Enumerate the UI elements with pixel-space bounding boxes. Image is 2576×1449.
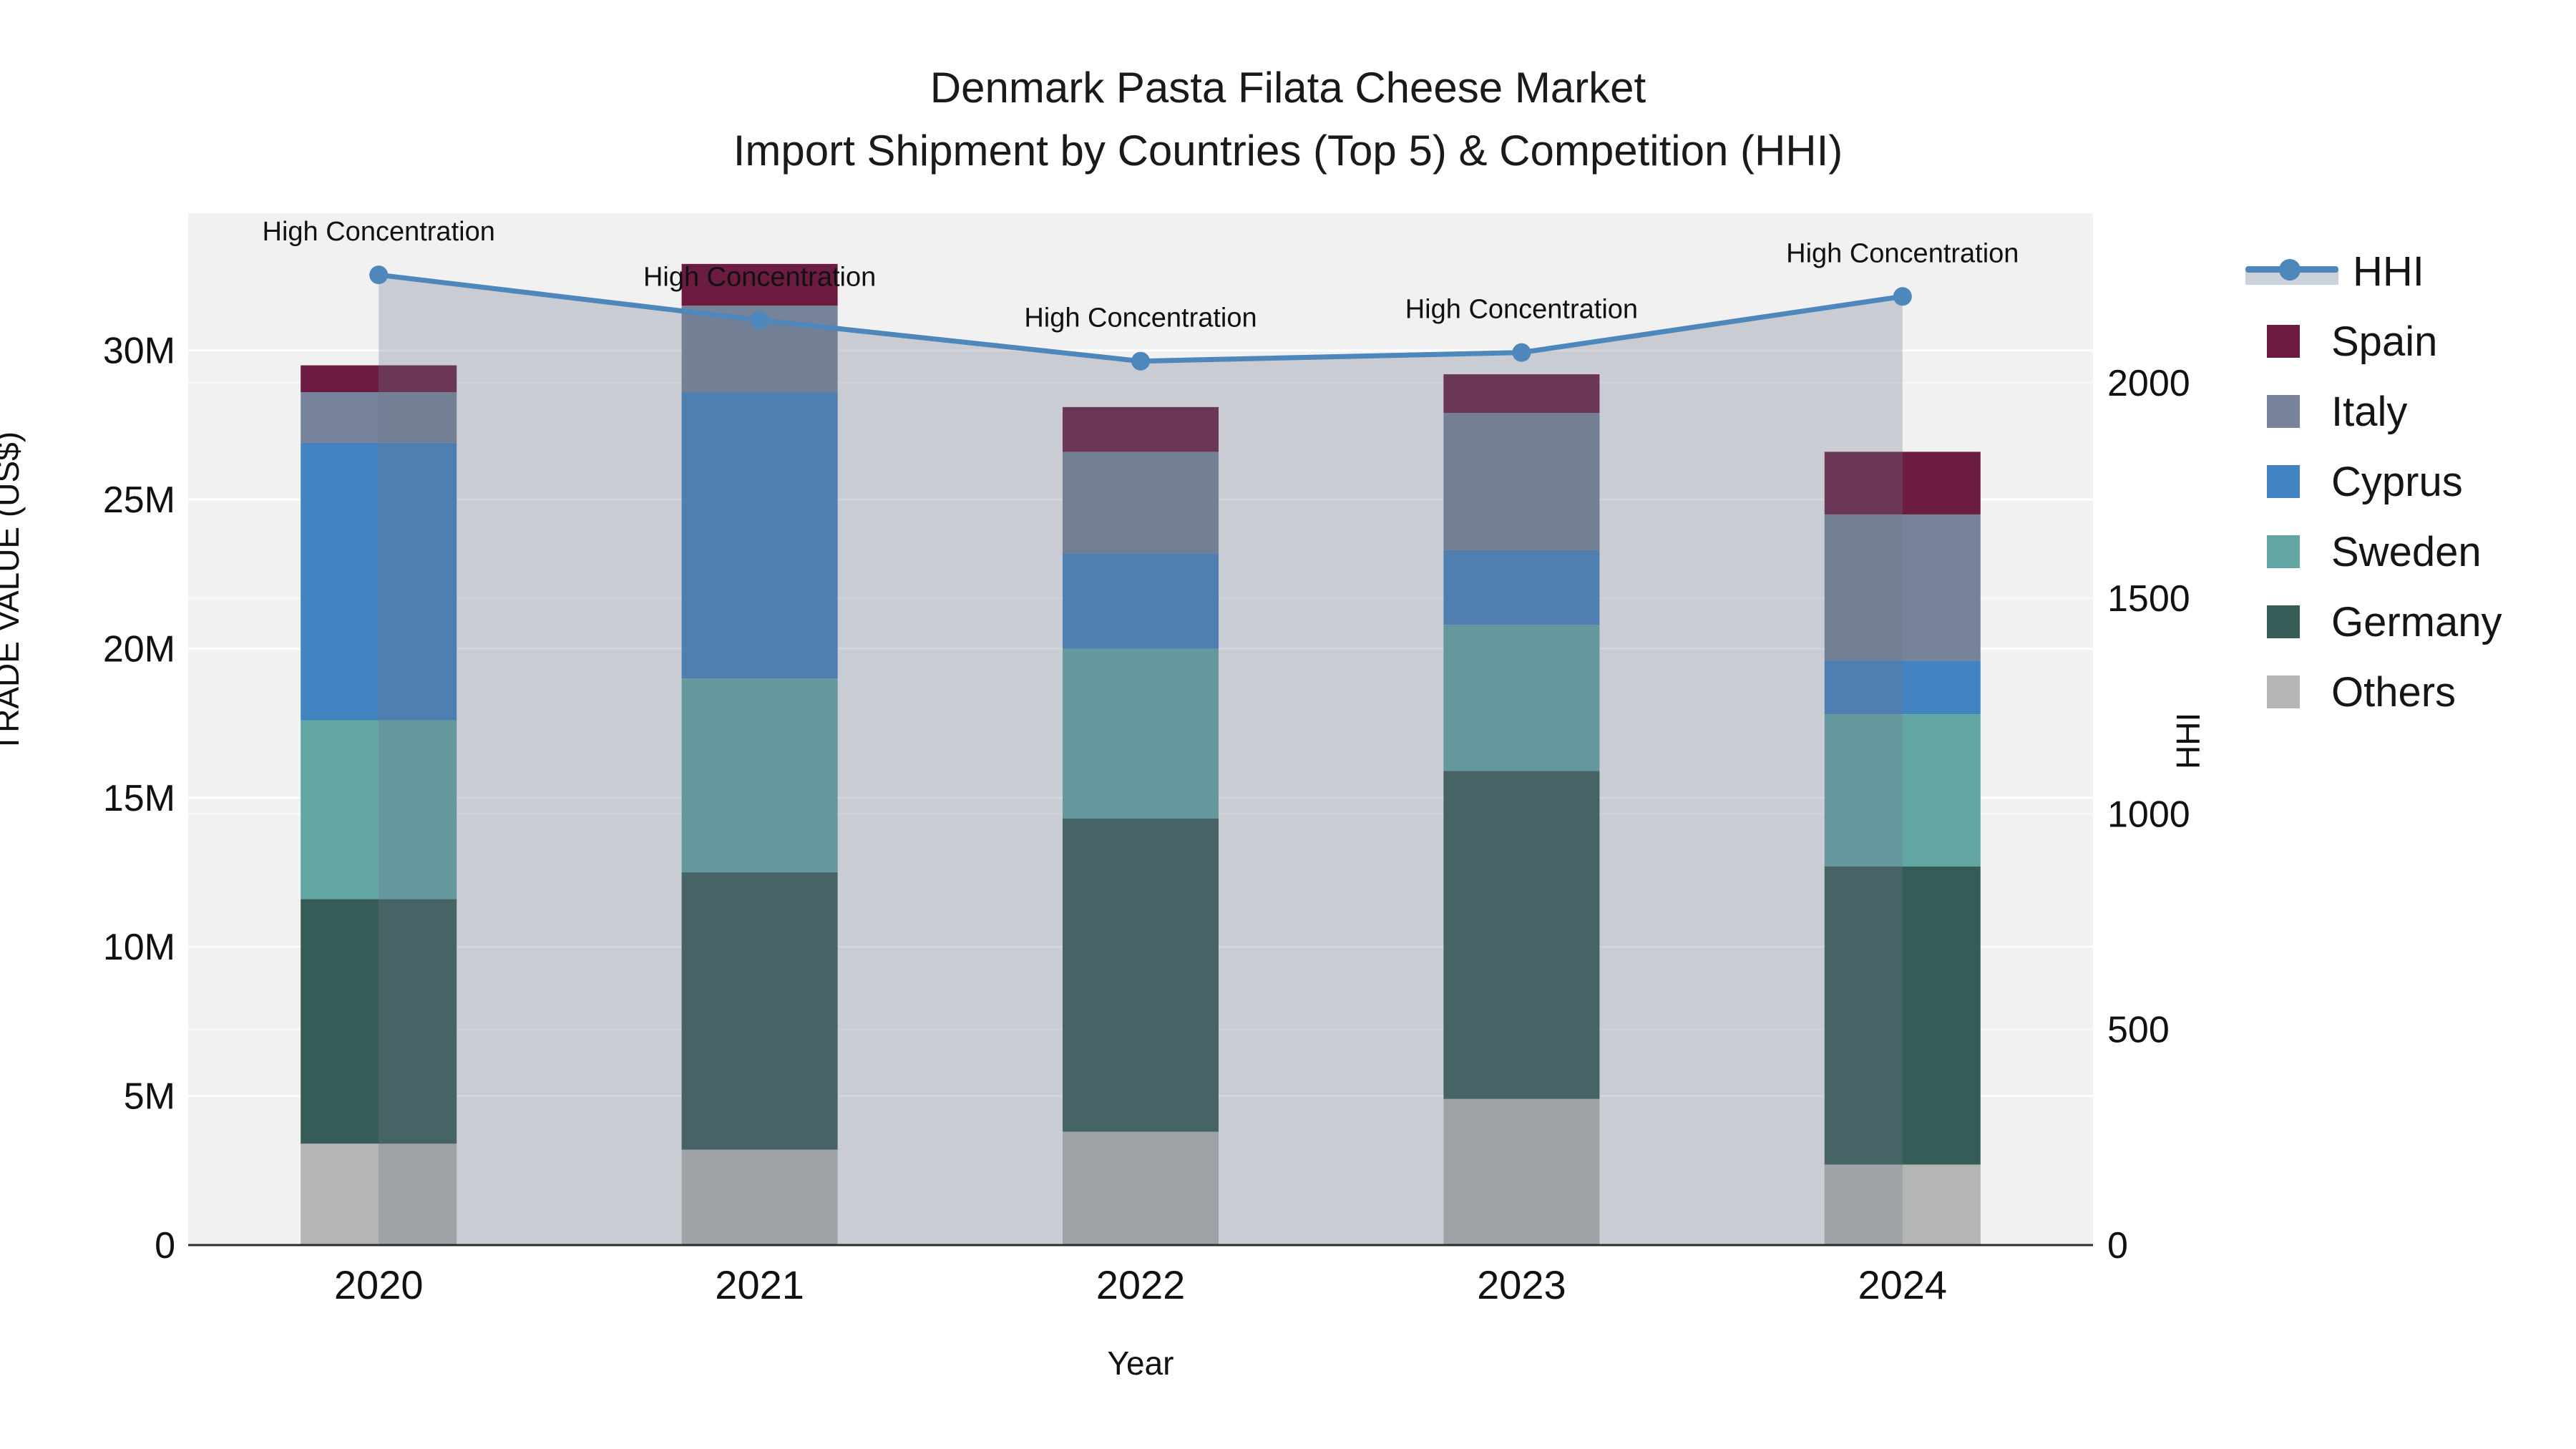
y-right-tick-1500: 1500 (2107, 578, 2190, 620)
legend-label-hhi: HHI (2353, 248, 2424, 295)
bar-segment-germany-2023 (1443, 771, 1600, 1099)
hhi-area-fill (379, 275, 1903, 1245)
legend-label-cyprus: Cyprus (2331, 458, 2463, 505)
legend-item-cyprus[interactable]: Cyprus (2267, 447, 2502, 517)
legend-swatch-others-icon (2267, 675, 2300, 708)
bar-segment-spain-2024 (1824, 452, 1981, 514)
bar-segment-spain-2021 (681, 263, 838, 306)
bar-segment-spain-2022 (1063, 406, 1219, 452)
legend-label-germany: Germany (2331, 598, 2502, 645)
x-axis-title: Year (1107, 1345, 1174, 1382)
y-axis-title-left: TRADE VALUE (US$) (0, 431, 26, 753)
bar-segment-cyprus-2024 (1824, 660, 1981, 715)
annotation-high-concentration-2022: High Concentration (1024, 303, 1257, 333)
bar-segment-sweden-2020 (301, 720, 457, 899)
chart-title-line2: Import Shipment by Countries (Top 5) & C… (733, 127, 1843, 175)
legend-item-hhi[interactable]: HHI (2245, 236, 2502, 306)
legend-swatch-spain-icon (2267, 325, 2300, 358)
bar-segment-others-2022 (1063, 1131, 1219, 1245)
bar-segment-sweden-2022 (1063, 648, 1219, 819)
y-right-tick-0: 0 (2107, 1225, 2128, 1267)
y-right-tick-500: 500 (2107, 1010, 2170, 1051)
legend-swatch-cyprus-icon (2267, 465, 2300, 498)
chart-title-line1: Denmark Pasta Filata Cheese Market (930, 64, 1646, 112)
x-tick-2022: 2022 (1096, 1262, 1186, 1307)
hhi-marker-2024 (1893, 287, 1912, 306)
bar-segment-others-2023 (1443, 1098, 1600, 1245)
x-tick-2024: 2024 (1858, 1262, 1948, 1307)
bar-segment-cyprus-2022 (1063, 553, 1219, 649)
x-tick-2020: 2020 (334, 1262, 424, 1307)
legend-label-italy: Italy (2331, 388, 2408, 435)
legend-item-italy[interactable]: Italy (2267, 376, 2502, 447)
x-tick-2023: 2023 (1477, 1262, 1566, 1307)
y-left-tick-25M: 25M (103, 479, 175, 521)
legend-swatch-italy-icon (2267, 395, 2300, 428)
annotation-high-concentration-2021: High Concentration (643, 262, 876, 292)
bar-segment-cyprus-2021 (681, 392, 838, 679)
legend-swatch-sweden-icon (2267, 535, 2300, 568)
bar-segment-sweden-2023 (1443, 625, 1600, 771)
y-left-tick-20M: 20M (103, 628, 175, 670)
hhi-marker-2022 (1131, 351, 1150, 371)
bar-segment-germany-2021 (681, 872, 838, 1150)
legend-swatch-germany-icon (2267, 605, 2300, 638)
bar-segment-others-2021 (681, 1149, 838, 1245)
bar-segment-sweden-2024 (1824, 714, 1981, 867)
hhi-marker-2021 (750, 311, 769, 330)
bar-segment-italy-2020 (301, 392, 457, 443)
y-right-tick-2000: 2000 (2107, 363, 2190, 404)
legend-swatch-hhi-line-icon (2245, 255, 2338, 288)
bar-segment-italy-2022 (1063, 452, 1219, 554)
y-left-tick-10M: 10M (103, 927, 175, 968)
bar-segment-italy-2024 (1824, 514, 1981, 661)
legend-item-others[interactable]: Others (2267, 657, 2502, 727)
annotation-high-concentration-2020: High Concentration (263, 217, 495, 247)
legend-label-spain: Spain (2331, 318, 2438, 365)
x-tick-2021: 2021 (715, 1262, 804, 1307)
bar-segment-cyprus-2023 (1443, 550, 1600, 625)
bar-segment-others-2020 (301, 1143, 457, 1245)
bar-segment-spain-2023 (1443, 374, 1600, 414)
legend-item-germany[interactable]: Germany (2267, 587, 2502, 657)
bar-segment-sweden-2021 (681, 678, 838, 873)
y-left-tick-15M: 15M (103, 778, 175, 819)
bar-segment-germany-2020 (301, 899, 457, 1144)
bar-segment-italy-2023 (1443, 413, 1600, 550)
y-right-tick-1000: 1000 (2107, 794, 2190, 835)
legend-label-others: Others (2331, 668, 2457, 716)
annotation-high-concentration-2023: High Concentration (1405, 295, 1638, 325)
y-left-tick-5M: 5M (124, 1076, 175, 1118)
legend-item-sweden[interactable]: Sweden (2267, 517, 2502, 587)
bar-segment-others-2024 (1824, 1164, 1981, 1245)
legend-label-sweden: Sweden (2331, 528, 2482, 575)
bar-segment-germany-2022 (1063, 819, 1219, 1132)
y-left-tick-30M: 30M (103, 331, 175, 372)
y-left-tick-0: 0 (155, 1225, 175, 1267)
bar-segment-germany-2024 (1824, 866, 1981, 1165)
bar-segment-spain-2020 (301, 365, 457, 393)
legend-item-spain[interactable]: Spain (2267, 306, 2502, 376)
legend: HHI Spain Italy Cyprus Sweden Germany Others (2245, 236, 2502, 727)
hhi-marker-2020 (369, 265, 389, 285)
hhi-marker-2023 (1512, 343, 1531, 362)
annotation-high-concentration-2024: High Concentration (1786, 238, 2019, 268)
y-axis-title-right: HHI (2170, 712, 2207, 769)
bar-segment-cyprus-2020 (301, 442, 457, 721)
